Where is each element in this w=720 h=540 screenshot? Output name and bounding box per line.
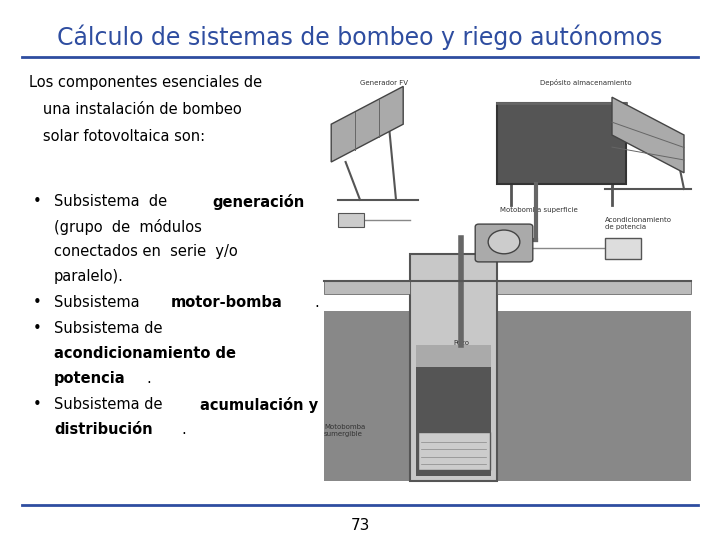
- Text: .: .: [181, 422, 186, 437]
- Text: acondicionamiento de: acondicionamiento de: [54, 346, 236, 361]
- Text: .: .: [315, 295, 320, 310]
- Text: motor-bomba: motor-bomba: [171, 295, 282, 310]
- Text: Motobomba superficie: Motobomba superficie: [500, 207, 578, 213]
- Bar: [324, 310, 410, 481]
- Text: Subsistema de: Subsistema de: [54, 397, 167, 412]
- Text: •: •: [32, 321, 41, 336]
- Text: Pozo: Pozo: [454, 340, 469, 346]
- Text: Subsistema  de: Subsistema de: [54, 194, 176, 210]
- Text: conectados en  serie  y/o: conectados en serie y/o: [54, 244, 238, 259]
- Text: solar fotovoltaica son:: solar fotovoltaica son:: [29, 129, 205, 144]
- Bar: [418, 432, 490, 470]
- Text: acumulación y: acumulación y: [200, 397, 318, 413]
- Text: generación: generación: [212, 194, 304, 211]
- Bar: [497, 310, 691, 481]
- Bar: [410, 254, 497, 481]
- Polygon shape: [612, 97, 684, 173]
- Text: potencia: potencia: [54, 371, 125, 386]
- Circle shape: [488, 230, 520, 254]
- Polygon shape: [331, 86, 403, 162]
- Bar: [497, 103, 626, 184]
- Text: Subsistema: Subsistema: [54, 295, 144, 310]
- Text: •: •: [32, 295, 41, 310]
- Text: Motobomba
sumergible: Motobomba sumergible: [324, 424, 365, 437]
- Text: •: •: [32, 397, 41, 412]
- Text: Acondicionamiento
de potencia: Acondicionamiento de potencia: [605, 217, 672, 230]
- Text: paralelo).: paralelo).: [54, 269, 124, 284]
- Text: Generador FV: Generador FV: [360, 80, 408, 86]
- Bar: [605, 238, 641, 259]
- Text: Cálculo de sistemas de bombeo y riego autónomos: Cálculo de sistemas de bombeo y riego au…: [58, 24, 662, 50]
- Text: Depósito almacenamiento: Depósito almacenamiento: [540, 79, 631, 86]
- Bar: [416, 363, 491, 476]
- Bar: [324, 281, 410, 294]
- Text: •: •: [32, 194, 41, 210]
- Text: (grupo  de  módulos: (grupo de módulos: [54, 219, 202, 235]
- Text: Subsistema de: Subsistema de: [54, 321, 163, 336]
- Text: 73: 73: [351, 518, 369, 534]
- Text: Los componentes esenciales de: Los componentes esenciales de: [29, 75, 262, 90]
- Bar: [497, 281, 691, 294]
- FancyBboxPatch shape: [475, 224, 533, 262]
- Bar: [338, 213, 364, 227]
- Text: .: .: [146, 371, 151, 386]
- Bar: [416, 345, 491, 367]
- Text: una instalación de bombeo: una instalación de bombeo: [29, 102, 241, 117]
- Text: distribución: distribución: [54, 422, 153, 437]
